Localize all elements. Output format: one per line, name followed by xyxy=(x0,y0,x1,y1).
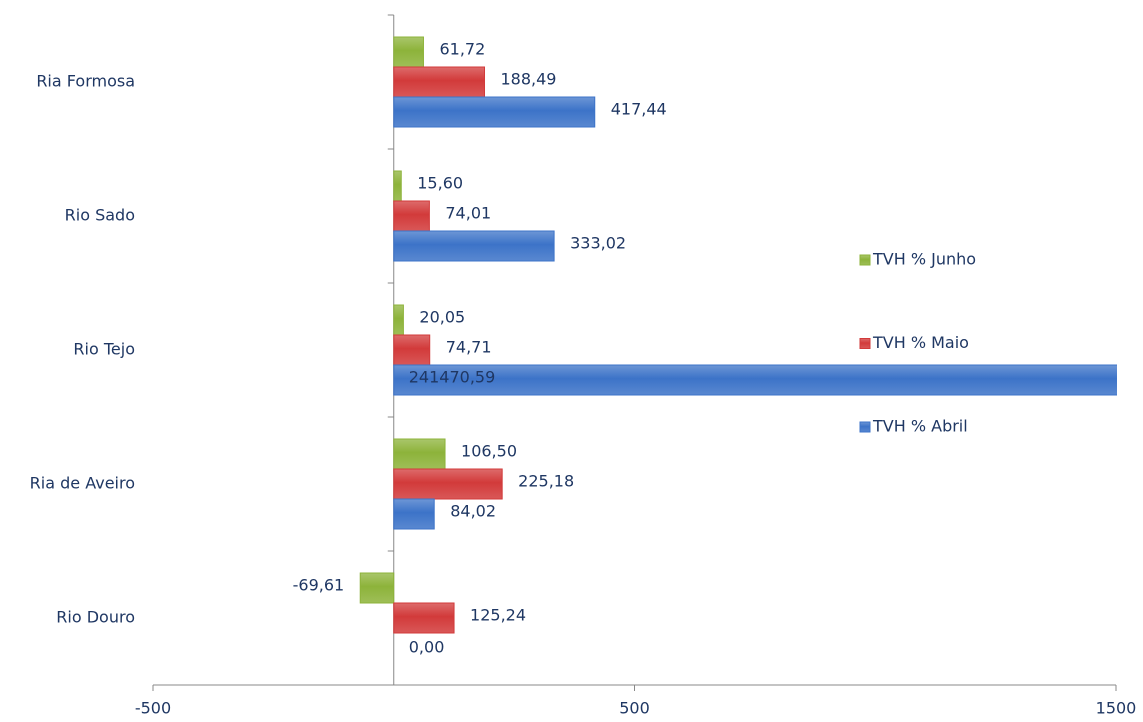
value-label: 417,44 xyxy=(611,100,667,119)
x-tick-label: -500 xyxy=(135,699,171,718)
value-label: 61,72 xyxy=(439,40,485,59)
legend-swatch xyxy=(859,338,871,349)
bar xyxy=(393,36,424,68)
bar xyxy=(393,498,435,530)
x-tick-label: 500 xyxy=(619,699,650,718)
bar xyxy=(393,602,455,634)
x-tick-label: 1500 xyxy=(1096,699,1137,718)
value-label: 106,50 xyxy=(461,442,517,461)
y-tick-label: Ria de Aveiro xyxy=(30,474,135,493)
legend-label: TVH % Junho xyxy=(872,250,976,269)
y-tick-label: Rio Tejo xyxy=(73,340,135,359)
y-tick-label: Rio Douro xyxy=(56,608,135,627)
value-label: 74,71 xyxy=(446,338,492,357)
value-label: 333,02 xyxy=(570,234,626,253)
value-label: 225,18 xyxy=(518,472,574,491)
y-tick-label: Ria Formosa xyxy=(36,72,135,91)
bar xyxy=(393,200,430,232)
value-label: 125,24 xyxy=(470,606,526,625)
legend-swatch xyxy=(859,254,871,266)
bar xyxy=(393,170,402,202)
bar xyxy=(393,66,486,98)
legend-label: TVH % Abril xyxy=(872,417,968,436)
plot-area xyxy=(359,36,1117,634)
value-label: 15,60 xyxy=(417,174,463,193)
value-label: 84,02 xyxy=(450,502,496,521)
bar xyxy=(393,96,596,128)
value-label: 0,00 xyxy=(409,638,445,657)
bar xyxy=(393,334,431,366)
bar xyxy=(359,572,395,604)
value-label: 241470,59 xyxy=(409,368,496,387)
legend-label: TVH % Maio xyxy=(872,333,969,352)
value-label: -69,61 xyxy=(293,576,345,595)
value-label: 74,01 xyxy=(445,204,491,223)
value-label: 188,49 xyxy=(501,70,557,89)
bar xyxy=(393,364,1117,396)
bar xyxy=(393,438,446,470)
bar xyxy=(393,468,503,500)
legend-swatch xyxy=(859,421,871,433)
y-tick-label: Rio Sado xyxy=(65,206,135,225)
bar xyxy=(393,230,555,262)
value-label: 20,05 xyxy=(419,308,465,327)
bar xyxy=(393,304,404,336)
